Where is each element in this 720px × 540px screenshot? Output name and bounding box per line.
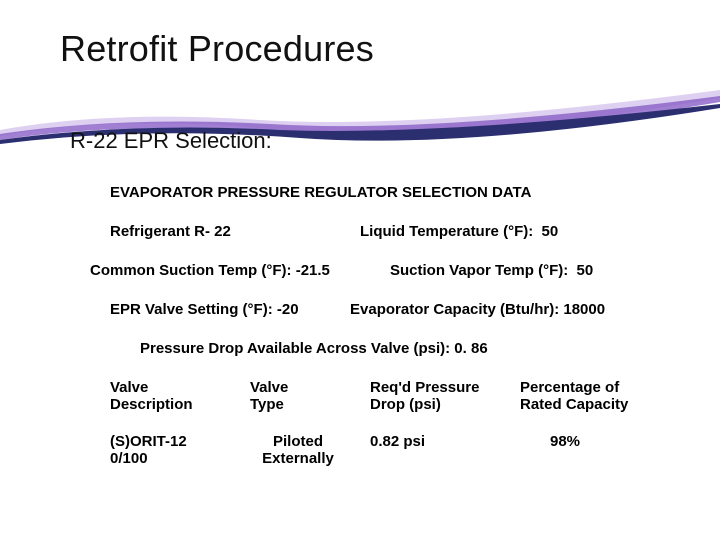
col-req-pressure-drop: Req'd PressureDrop (psi) — [370, 379, 520, 413]
col-valve-description: ValveDescription — [110, 379, 250, 413]
epr-setting-label: EPR Valve Setting (°F): -20 — [110, 301, 350, 318]
section-subtitle: R-22 EPR Selection: — [70, 128, 660, 154]
pressure-drop-label: Pressure Drop Available Across Valve (ps… — [140, 340, 660, 357]
common-suction-label: Common Suction Temp (°F): -21.5 — [90, 262, 390, 279]
table-header-row: ValveDescription ValveType Req'd Pressur… — [110, 379, 660, 413]
evap-capacity-label: Evaporator Capacity (Btu/hr): 18000 — [350, 301, 660, 318]
col-pct-rated-capacity: Percentage ofRated Capacity — [520, 379, 660, 413]
suction-vapor-label: Suction Vapor Temp (°F): 50 — [390, 262, 660, 279]
valve-table: ValveDescription ValveType Req'd Pressur… — [110, 379, 660, 467]
page-title: Retrofit Procedures — [60, 28, 660, 70]
selection-header: EVAPORATOR PRESSURE REGULATOR SELECTION … — [110, 184, 660, 201]
liquid-temp-label: Liquid Temperature (°F): 50 — [360, 223, 660, 240]
cell-req-pressure-drop: 0.82 psi — [370, 433, 520, 467]
cell-pct-rated-capacity: 98% — [520, 433, 660, 467]
table-row: (S)ORIT-120/100 PilotedExternally 0.82 p… — [110, 433, 660, 467]
refrigerant-label: Refrigerant R- 22 — [110, 223, 360, 240]
cell-valve-description: (S)ORIT-120/100 — [110, 433, 250, 467]
col-valve-type: ValveType — [250, 379, 370, 413]
cell-valve-type: PilotedExternally — [250, 433, 370, 467]
